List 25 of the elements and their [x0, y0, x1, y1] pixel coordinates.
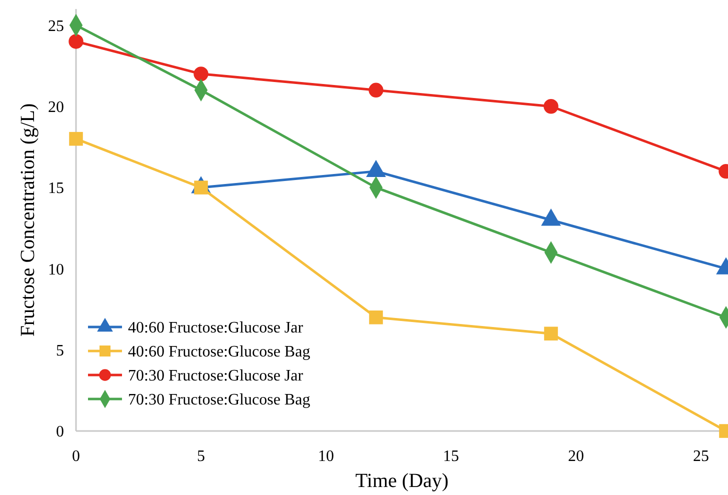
y-tick-label: 0	[56, 424, 64, 441]
x-tick-label: 15	[443, 448, 459, 465]
y-axis-title: Fructose Concentration (g/L)	[17, 103, 39, 337]
x-tick-label: 5	[197, 448, 205, 465]
y-tick-label: 25	[48, 18, 64, 35]
point	[194, 66, 208, 82]
y-tick-label: 5	[56, 342, 64, 360]
y-tick-label: 20	[48, 98, 64, 116]
x-tick-label: 20	[568, 448, 584, 465]
legend-label: 70:30 Fructose:Glucose Jar	[128, 368, 304, 385]
x-axis-title: Time (Day)	[355, 470, 449, 492]
point	[544, 326, 558, 341]
point	[69, 132, 83, 146]
x-tick-label: 10	[318, 448, 334, 465]
x-tick-label: 0	[72, 448, 80, 465]
legend-label: 70:30 Fructose:Glucose Bag	[128, 392, 310, 409]
y-tick-label: 15	[48, 180, 64, 198]
x-tick-label: 25	[693, 448, 709, 465]
point	[68, 34, 84, 49]
legend-label: 40:60 Fructose:Glucose Bag	[128, 344, 310, 361]
point	[369, 310, 383, 324]
point	[368, 82, 384, 98]
y-tick-label: 10	[48, 261, 64, 278]
point	[544, 99, 558, 114]
legend-label: 40:60 Fructose:Glucose Jar	[128, 320, 304, 337]
